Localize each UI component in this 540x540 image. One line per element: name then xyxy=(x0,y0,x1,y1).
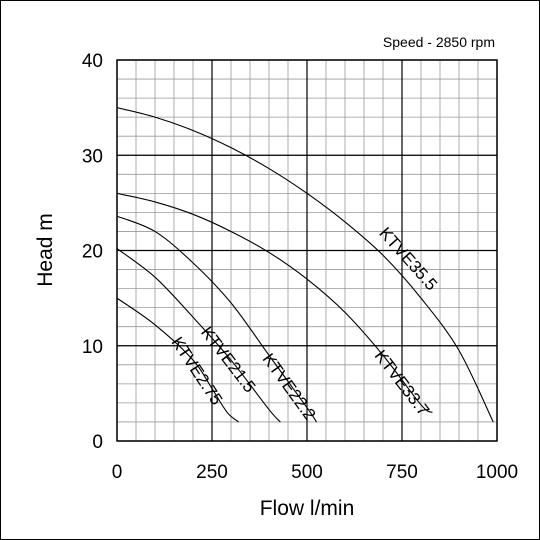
y-tick-label: 40 xyxy=(82,51,103,72)
y-tick-label: 30 xyxy=(82,146,103,167)
x-axis-title: Flow l/min xyxy=(260,497,355,520)
y-axis-title: Head m xyxy=(34,213,57,287)
curve-ktve22-2 xyxy=(116,215,317,423)
x-tick-label: 1000 xyxy=(476,462,518,483)
x-tick-label: 250 xyxy=(196,462,228,483)
major-grid xyxy=(116,59,498,442)
tick-labels: 0 250 500 750 1000 0 10 20 30 40 xyxy=(82,51,518,483)
curve-ktve2-75 xyxy=(116,297,239,423)
y-tick-label: 20 xyxy=(82,242,103,263)
y-tick-label: 0 xyxy=(92,432,103,453)
curve-ktve33-7 xyxy=(116,192,433,413)
x-tick-label: 0 xyxy=(112,462,123,483)
speed-note: Speed - 2850 rpm xyxy=(383,34,495,50)
pump-curves xyxy=(116,107,494,423)
curve-ktve35-5 xyxy=(116,107,494,423)
plot-border xyxy=(116,59,498,442)
curve-label: KTVE35.5 xyxy=(375,224,441,295)
curve-ktve21-5 xyxy=(116,248,281,423)
curve-label: KTVE22.2 xyxy=(259,350,320,424)
x-tick-label: 500 xyxy=(291,462,323,483)
x-tick-label: 750 xyxy=(386,462,418,483)
y-tick-label: 10 xyxy=(82,337,103,358)
